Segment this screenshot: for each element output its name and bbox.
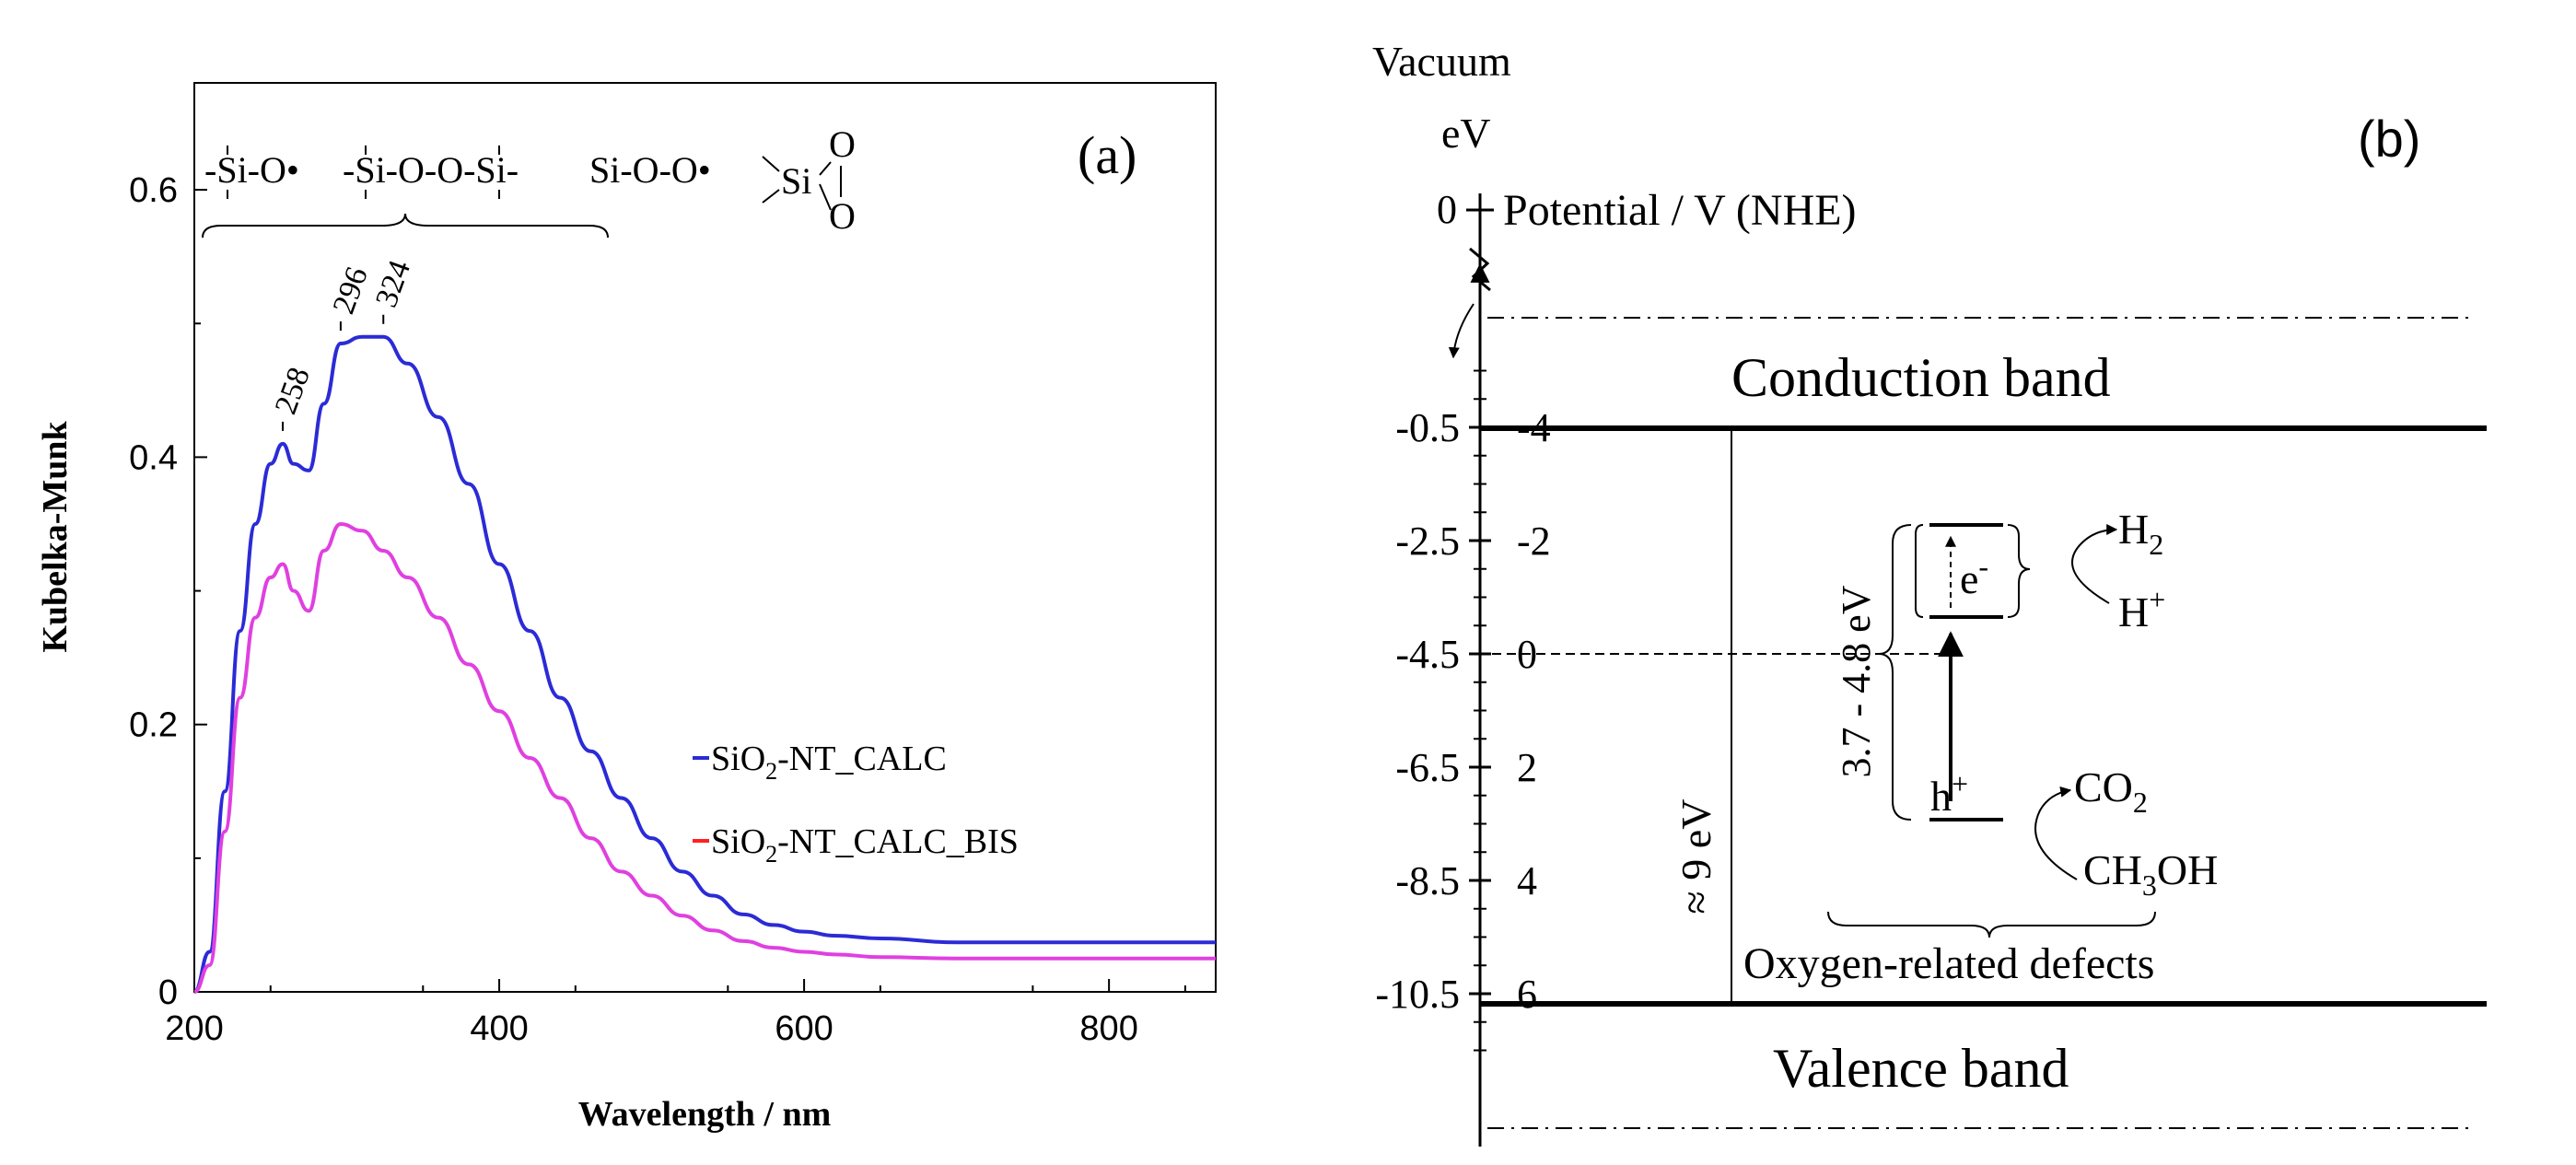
y-tick-label: 0.6	[129, 171, 178, 210]
structure-dioxasiliran-si: Si	[781, 160, 811, 202]
oxidation-arrow	[2034, 786, 2078, 880]
conduction-band-label: Conduction band	[1731, 347, 2111, 408]
series-line-calc	[192, 334, 1216, 994]
x-axis-ticks: 200 400 600 800	[165, 979, 1186, 1048]
right-tick-label: 6	[1517, 972, 1537, 1017]
electron-label: e-	[1960, 550, 1988, 602]
defects-label: Oxygen-related defects	[1743, 939, 2154, 988]
plot-frame	[193, 82, 1217, 993]
left-tick-label: -10.5	[1375, 972, 1460, 1017]
defects-brace	[1827, 911, 2156, 938]
legend: SiO2-NT_CALC SiO2-NT_CALC_BIS	[693, 740, 1019, 868]
legend-label-calc-bis: SiO2-NT_CALC_BIS	[711, 822, 1019, 868]
structure-peroxy-bridge: -Si-O-O-Si-	[343, 149, 519, 191]
x-axis-label: Wavelength / nm	[578, 1095, 831, 1134]
right-tick-label: 2	[1517, 745, 1537, 790]
left-tick-label: -0.5	[1395, 405, 1460, 450]
structure-bonds	[227, 146, 842, 211]
reduction-arrow	[2071, 524, 2118, 604]
y-tick-label: 0	[158, 973, 178, 1012]
x-tick-label: 600	[775, 1009, 833, 1048]
structures-brace	[202, 213, 609, 239]
structure-dioxasiliran-o2: O	[829, 195, 856, 237]
left-tick-label: -2.5	[1395, 518, 1460, 564]
x-tick-label: 400	[470, 1009, 528, 1048]
vacuum-label: Vacuum	[1372, 38, 1511, 85]
hydrogen-product-label: H2	[2118, 506, 2163, 561]
left-tick-label: -8.5	[1395, 858, 1460, 903]
left-tick-label: -6.5	[1395, 745, 1460, 790]
x-tick-label: 200	[165, 1009, 223, 1048]
series-line-calc-bis	[193, 521, 1216, 994]
right-tick-label: 4	[1517, 858, 1537, 903]
scale-ticks: -0.5 -4-2.5 -2-4.5 0-6.5 2-8.5 4-10.5 6	[1375, 369, 1551, 1052]
panel-b-label: (b)	[2358, 110, 2420, 168]
peak-label: 296	[327, 262, 375, 319]
panel-a-label: (a)	[1078, 125, 1136, 185]
panel-b-diagram: Vacuum eV 0 Potential / V (NHE) (b) -0.5…	[1372, 38, 2487, 1147]
structure-dioxasiliran-o1: O	[829, 123, 856, 165]
x-tick-label: 800	[1079, 1009, 1137, 1048]
peak-label: 324	[369, 256, 417, 312]
legend-label-calc: SiO2-NT_CALC	[711, 740, 947, 785]
peak-label: 258	[269, 363, 317, 419]
defect-gap-label: 3.7 - 4.8 eV	[1834, 585, 1879, 777]
y-axis-ticks: 0 0.2 0.4 0.6	[129, 171, 207, 1012]
y-tick-label: 0.2	[129, 706, 178, 745]
axis-break-mark	[1469, 247, 1491, 292]
potential-axis-label: Potential / V (NHE)	[1503, 186, 1857, 235]
left-tick-label: -4.5	[1395, 632, 1460, 677]
axis-break-arrow	[1448, 303, 1474, 359]
proton-label: H+	[2118, 583, 2165, 635]
structure-siloxy-radical: -Si-O•	[204, 149, 299, 191]
defect-gap-brace	[1878, 524, 1912, 821]
electron-bracket	[1915, 524, 2031, 618]
hole-label: h+	[1930, 767, 1968, 820]
y-tick-label: 0.4	[129, 438, 178, 477]
y-axis-label: Kubelka-Munk	[36, 420, 75, 652]
series-lines	[192, 334, 1216, 994]
structure-peroxy-radical: Si-O-O•	[589, 149, 711, 191]
band-gap-label: ≈ 9 eV	[1673, 799, 1719, 915]
co2-product-label: CO2	[2074, 763, 2148, 819]
zero-ev-label: 0	[1437, 187, 1457, 232]
right-tick-label: -2	[1517, 518, 1551, 564]
valence-band-label: Valence band	[1773, 1038, 2069, 1099]
ev-unit-label: eV	[1441, 110, 1491, 157]
methanol-label: CH3OH	[2083, 846, 2218, 902]
